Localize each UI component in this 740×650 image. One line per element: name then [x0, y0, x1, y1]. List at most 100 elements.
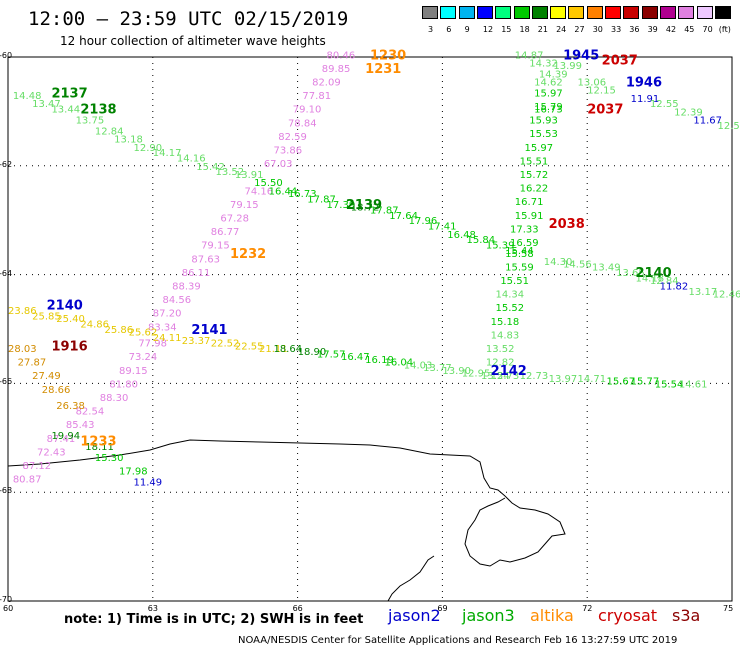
coastline [7, 439, 566, 567]
scale-label: (ft) [718, 25, 731, 34]
wave-height-value: 15.59 [505, 262, 534, 273]
wave-height-value: 12.15 [587, 86, 616, 97]
page-subtitle: 12 hour collection of altimeter wave hei… [60, 34, 326, 48]
wave-height-value: 89.85 [322, 64, 351, 75]
wave-height-value: 15.39 [486, 241, 515, 252]
wave-height-value: 18.64 [273, 344, 302, 355]
footer-credit: NOAA/NESDIS Center for Satellite Applica… [238, 635, 678, 646]
wave-height-value: 16.47 [341, 352, 370, 363]
wave-height-value: 16.22 [520, 184, 549, 195]
wave-height-value: 28.66 [42, 385, 71, 396]
wave-height-value: 88.39 [172, 281, 201, 292]
wave-height-value: 15.97 [534, 88, 563, 99]
wave-height-value: 13.90 [442, 366, 471, 377]
coastline-south [387, 555, 435, 602]
wave-height-value: 16.19 [365, 355, 394, 366]
wave-height-value: 87.63 [191, 254, 220, 265]
scale-label: 21 [537, 25, 548, 34]
wave-height-value: 27.49 [32, 371, 61, 382]
pass-time-label: 1946 [626, 75, 662, 90]
wave-height-value: 17.64 [389, 211, 418, 222]
lat-tick-label: -62 [0, 159, 13, 169]
wave-height-value: 16.44 [269, 186, 298, 197]
wave-height-value: 15.97 [524, 143, 553, 154]
wave-height-value: 16.73 [534, 105, 563, 116]
wave-height-value: 15.54 [655, 379, 684, 390]
wave-height-value: 14.18 [635, 273, 664, 284]
lon-tick-label: 66 [292, 604, 303, 613]
graticule-grid [8, 57, 732, 601]
footer-note: note: 1) Time is in UTC; 2) SWH is in fe… [64, 612, 364, 627]
lat-tick-label: -64 [0, 268, 13, 278]
wave-height-value: 14.32 [529, 58, 558, 69]
wave-height-value: 13.47 [32, 99, 61, 110]
wave-height-value: 13.97 [549, 374, 578, 385]
pass-time-label: 2140 [635, 266, 671, 281]
scale-label: 9 [464, 25, 470, 34]
lon-tick-label: 72 [582, 604, 593, 613]
pass-time-label: 2037 [602, 54, 638, 69]
wave-height-value: 15.42 [196, 162, 225, 173]
wave-height-value: 22.52 [211, 339, 240, 350]
wave-height-value: 80.87 [13, 475, 42, 486]
wave-height-value: 15.53 [529, 129, 558, 140]
wave-height-value: 72.43 [37, 447, 66, 458]
wave-height-value: 11.91 [631, 94, 660, 105]
wave-height-value: 83.34 [148, 322, 177, 333]
pass-time-label: 2142 [491, 364, 527, 379]
pass-time-label: 1916 [51, 339, 87, 354]
wave-height-value: 21.11 [259, 344, 288, 355]
pass-time-label: 1945 [563, 48, 599, 63]
pass-time-label: 2140 [47, 299, 83, 314]
wave-height-value: 14.61 [679, 379, 708, 390]
wave-height-value: 14.03 [404, 360, 433, 371]
scale-swatch [495, 6, 512, 19]
wave-height-value: 25.85 [32, 311, 61, 322]
wave-height-value: 23.86 [8, 306, 37, 317]
wave-height-value: 12.73 [491, 371, 520, 382]
scale-label: 6 [446, 25, 452, 34]
scale-label: 30 [592, 25, 603, 34]
pass-time-label: 1231 [365, 62, 401, 77]
wave-height-value: 15.52 [495, 303, 524, 314]
scale-swatch [458, 6, 475, 19]
wave-height-value: 67.03 [264, 159, 293, 170]
scale-swatch [568, 6, 585, 19]
scale-swatch [678, 6, 695, 19]
scale-label: 42 [665, 25, 677, 34]
wave-height-value: 14.87 [515, 50, 544, 61]
wave-height-value: 13.44 [51, 105, 80, 116]
wave-height-value: 16.04 [384, 358, 413, 369]
scale-label: 36 [629, 25, 640, 34]
wave-height-value: 12.39 [674, 107, 703, 118]
wave-height-value: 15.44 [505, 246, 534, 257]
wave-height-value: 25.40 [56, 314, 85, 325]
pass-time-label: 2037 [587, 103, 623, 118]
wave-height-value: 16.59 [510, 238, 539, 249]
satellite-cryosat: cryosat [598, 606, 658, 625]
satellite-s3a: s3a [672, 606, 701, 625]
wave-height-value: 17.98 [119, 466, 148, 477]
wave-height-value: 13.17 [689, 287, 718, 298]
wave-height-value: 13.99 [553, 61, 582, 72]
wave-height-value: 26.38 [56, 401, 85, 412]
map-frame [7, 56, 733, 602]
scale-swatch [641, 6, 658, 19]
wave-height-value: 25.62 [129, 328, 158, 339]
wave-height-value: 12.55 [650, 99, 679, 110]
scale-label: 15 [501, 25, 512, 34]
wave-height-value: 15.51 [520, 156, 549, 167]
wave-height-value: 25.86 [105, 325, 134, 336]
wave-height-value: 13.91 [235, 170, 264, 181]
scale-swatch [531, 6, 548, 19]
wave-height-value: 73.86 [273, 145, 302, 156]
scale-label: 3 [428, 25, 434, 34]
wave-height-value: 12.84 [650, 276, 679, 287]
wave-height-value: 15.91 [515, 211, 544, 222]
wave-height-value: 15.50 [254, 178, 283, 189]
wave-height-value: 13.06 [578, 77, 607, 88]
wave-height-value: 86.11 [182, 268, 211, 279]
wave-height-value: 17.41 [428, 222, 457, 233]
scale-swatch [696, 6, 713, 19]
